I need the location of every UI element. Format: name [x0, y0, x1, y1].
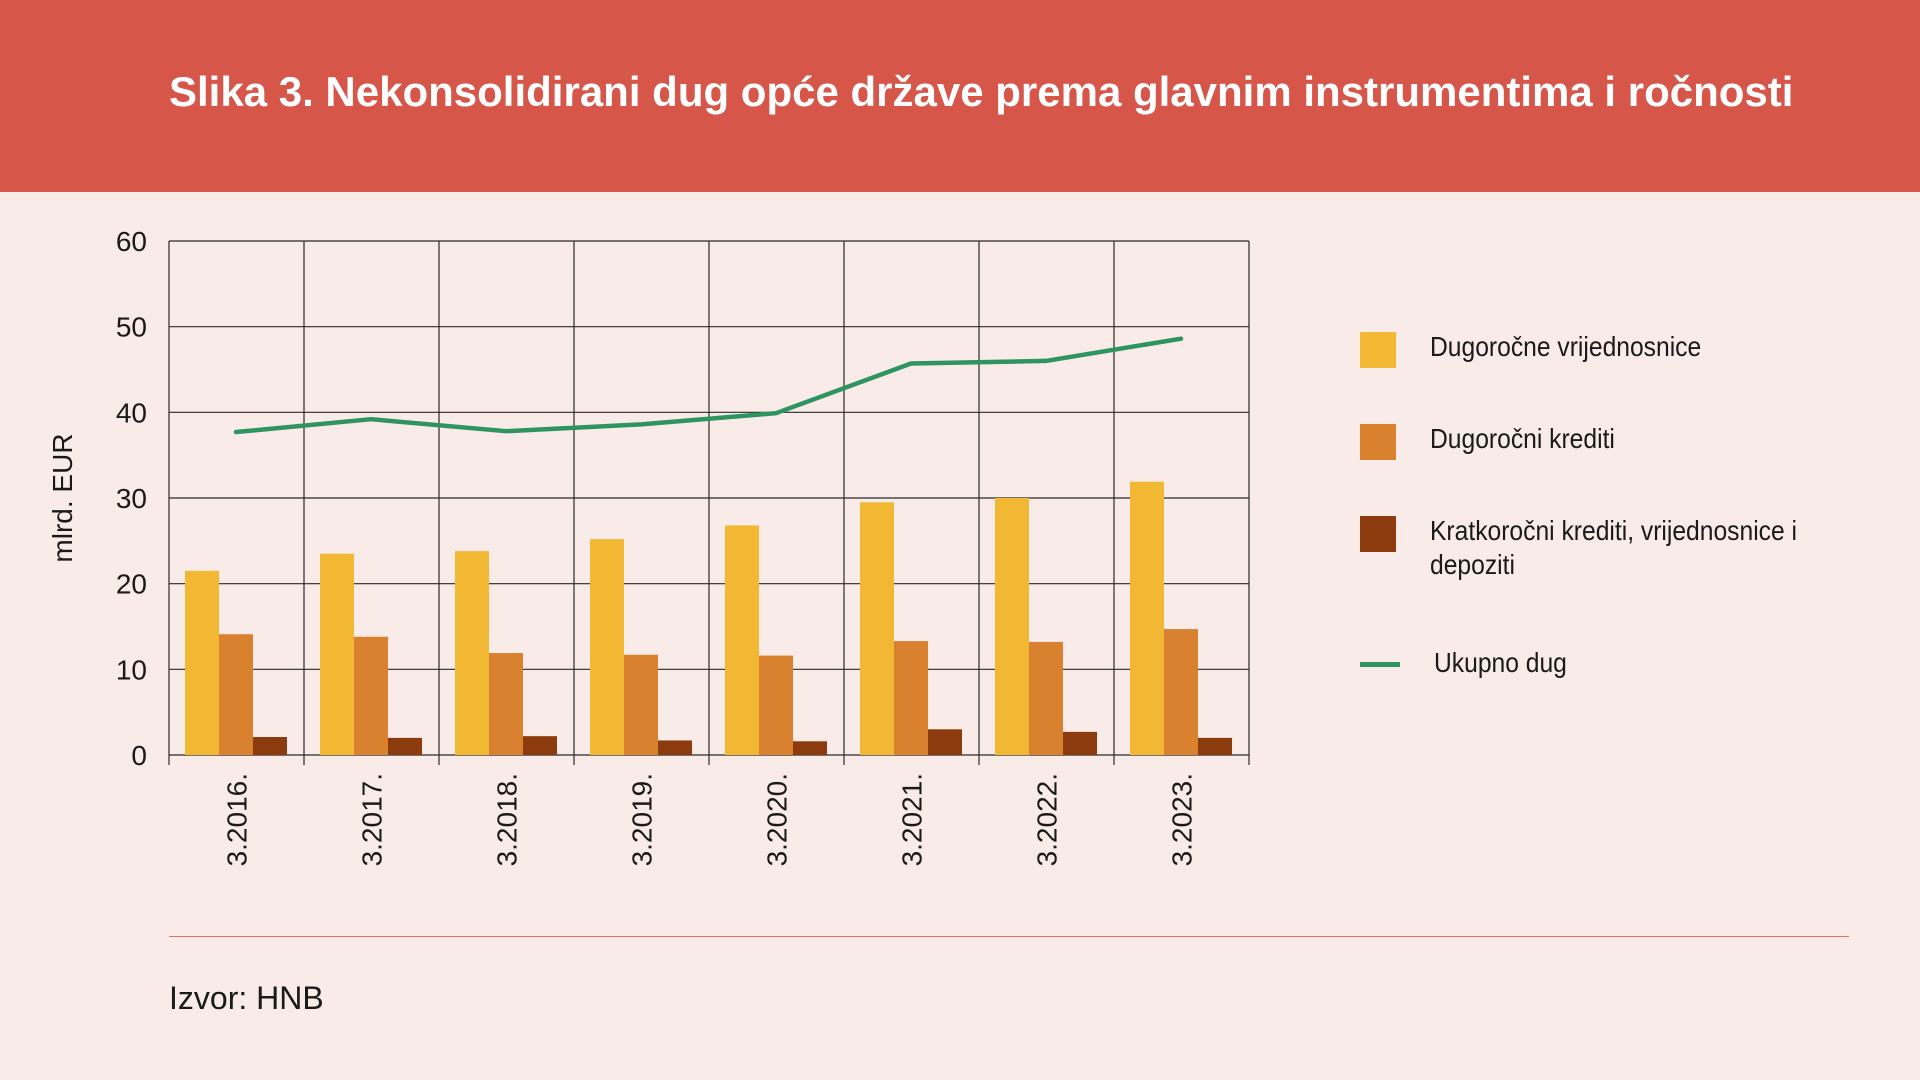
- line-ukupno-dug: [233, 336, 1184, 435]
- legend-label: Kratkoročni krediti, vrijednosnice i dep…: [1430, 515, 1798, 580]
- bar-dugoročne-vrijednosnice: [185, 570, 219, 755]
- bar-kratkoročni-krediti: [523, 736, 557, 755]
- legend-swatch: [1360, 424, 1396, 460]
- legend-label: Dugoročni krediti: [1430, 423, 1615, 454]
- x-tick-label: 3.2020.: [762, 773, 793, 866]
- bar-dugoročni-krediti: [1029, 641, 1063, 755]
- bar-dugoročni-krediti: [624, 654, 658, 755]
- bar-dugoročne-vrijednosnice: [320, 553, 354, 755]
- bar-kratkoročni-krediti: [1063, 731, 1097, 755]
- bar-dugoročne-vrijednosnice: [725, 525, 759, 755]
- bar-kratkoročni-krediti: [388, 737, 422, 755]
- bar-dugoročne-vrijednosnice: [590, 539, 624, 755]
- source-note: Izvor: HNB: [169, 980, 324, 1016]
- x-tick-label: 3.2017.: [357, 773, 388, 866]
- bar-kratkoročni-krediti: [253, 737, 287, 755]
- y-tick-label: 20: [116, 569, 147, 600]
- x-tick-label: 3.2021.: [897, 773, 928, 866]
- y-tick-label: 60: [116, 226, 147, 257]
- legend-label: Ukupno dug: [1434, 647, 1567, 678]
- legend-item-kratkorocni: Kratkoročni krediti, vrijednosnice i dep…: [1360, 514, 1910, 582]
- legend-item-dugorocne-vrijednosnice: Dugoročne vrijednosnice: [1360, 330, 1910, 368]
- legend-label: Dugoročne vrijednosnice: [1430, 331, 1702, 362]
- legend-swatch: [1360, 332, 1396, 368]
- bar-kratkoročni-krediti: [1198, 737, 1232, 755]
- bar-dugoročne-vrijednosnice: [455, 551, 489, 755]
- x-tick-label: 3.2023.: [1167, 773, 1198, 866]
- y-tick-label: 40: [116, 397, 147, 428]
- chart-title: Slika 3. Nekonsolidirani dug opće države…: [169, 68, 1794, 115]
- x-tick-label: 3.2018.: [492, 773, 523, 866]
- x-tick-label: 3.2019.: [627, 773, 658, 866]
- x-tick-label: 3.2016.: [222, 773, 253, 866]
- divider: [169, 936, 1849, 937]
- y-tick-label: 0: [131, 740, 147, 771]
- bar-dugoročni-krediti: [894, 641, 928, 755]
- y-tick-label: 50: [116, 312, 147, 343]
- bar-dugoročni-krediti: [219, 634, 253, 755]
- bar-dugoročne-vrijednosnice: [1130, 481, 1164, 755]
- bar-dugoročne-vrijednosnice: [995, 498, 1029, 755]
- bar-kratkoročni-krediti: [658, 740, 692, 755]
- bar-dugoročne-vrijednosnice: [860, 502, 894, 755]
- bar-dugoročni-krediti: [354, 636, 388, 755]
- legend-swatch: [1360, 516, 1396, 552]
- bar-dugoročni-krediti: [489, 653, 523, 755]
- y-tick-label: 10: [116, 654, 147, 685]
- x-tick-label: 3.2022.: [1032, 773, 1063, 866]
- legend-item-dugorocni-krediti: Dugoročni krediti: [1360, 422, 1910, 460]
- bar-dugoročni-krediti: [1164, 629, 1198, 755]
- bar-kratkoročni-krediti: [928, 729, 962, 755]
- y-axis-title: mlrd. EUR: [47, 433, 78, 562]
- legend-item-ukupno-dug: Ukupno dug: [1360, 646, 1914, 680]
- y-tick-label: 30: [116, 483, 147, 514]
- bar-dugoročni-krediti: [759, 655, 793, 755]
- bar-kratkoročni-krediti: [793, 741, 827, 755]
- header-banner: Slika 3. Nekonsolidirani dug opće države…: [0, 0, 1920, 192]
- legend-line: [1360, 662, 1400, 667]
